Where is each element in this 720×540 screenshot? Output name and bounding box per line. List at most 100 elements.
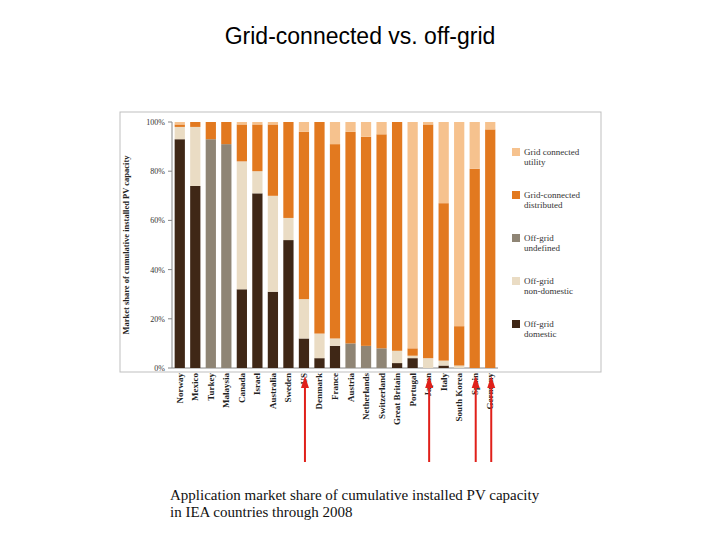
title: Grid-connected vs. off-grid bbox=[225, 23, 496, 49]
x-tick-label: Portugal bbox=[408, 373, 418, 407]
highlight-arrow-head bbox=[472, 376, 480, 388]
bar-segment bbox=[439, 366, 449, 368]
bar-segment bbox=[237, 161, 247, 289]
bar-segment bbox=[392, 363, 402, 368]
bar-segment bbox=[237, 124, 247, 161]
bar-segment bbox=[237, 122, 247, 124]
bar-segment bbox=[376, 348, 386, 368]
highlight-arrow bbox=[304, 386, 306, 462]
x-tick-label: Italy bbox=[439, 373, 449, 392]
bar-segment bbox=[283, 240, 293, 368]
bar-segment bbox=[314, 122, 324, 334]
bar-segment bbox=[221, 122, 231, 123]
bar-segment bbox=[268, 292, 278, 368]
bar-segment bbox=[190, 122, 200, 123]
y-tick-label: 0% bbox=[154, 364, 165, 373]
bar-segment bbox=[376, 134, 386, 348]
highlight-arrow-head bbox=[425, 376, 433, 388]
bar-segment bbox=[190, 127, 200, 186]
highlight-arrow-head bbox=[487, 376, 495, 388]
x-tick-label: Sweden bbox=[283, 373, 293, 403]
bar-segment bbox=[392, 122, 402, 123]
bar-segment bbox=[439, 203, 449, 360]
bar-segment bbox=[221, 122, 231, 144]
bar-segment bbox=[268, 196, 278, 292]
x-tick-label: Israel bbox=[252, 373, 262, 395]
bar-segment bbox=[206, 139, 216, 368]
bar-segment bbox=[252, 171, 262, 193]
bar-segment bbox=[454, 326, 464, 365]
bar-segment bbox=[175, 124, 185, 126]
bar-segment bbox=[283, 122, 293, 218]
bar-segment bbox=[330, 338, 340, 345]
y-tick bbox=[168, 122, 172, 123]
bar-segment bbox=[237, 289, 247, 368]
bar-segment bbox=[283, 122, 293, 123]
bar-segment bbox=[345, 122, 355, 132]
bar-segment bbox=[299, 132, 309, 299]
bar-segment bbox=[314, 358, 324, 368]
caption: Application market share of cumulative i… bbox=[170, 487, 540, 503]
bar-segment bbox=[392, 122, 402, 351]
legend-swatch bbox=[512, 277, 520, 285]
x-tick-label: Turkey bbox=[206, 373, 216, 401]
highlight-arrow-head bbox=[301, 376, 309, 388]
legend-label: Grid-connecteddistributed bbox=[524, 190, 580, 210]
legend-label: Grid connectedutility bbox=[524, 147, 580, 167]
bar-segment bbox=[345, 343, 355, 368]
legend-label-line: Off-grid bbox=[524, 276, 554, 286]
bar-segment bbox=[454, 366, 464, 368]
bar-segment bbox=[190, 186, 200, 368]
y-tick-label: 80% bbox=[150, 167, 165, 176]
bar-segment bbox=[439, 122, 449, 203]
legend-label-line: Off-grid bbox=[524, 319, 554, 329]
y-tick bbox=[168, 368, 172, 369]
x-tick-label: Australia bbox=[268, 373, 278, 410]
y-tick-label: 100% bbox=[146, 118, 165, 127]
highlight-arrow bbox=[428, 386, 430, 462]
legend-swatch bbox=[512, 191, 520, 199]
bars bbox=[175, 122, 496, 368]
y-tick-label: 20% bbox=[150, 315, 165, 324]
bar-segment bbox=[407, 356, 417, 358]
bar-segment bbox=[423, 358, 433, 368]
caption: in IEA countries through 2008 bbox=[170, 504, 352, 520]
bar-segment bbox=[190, 122, 200, 127]
bar-segment bbox=[221, 144, 231, 368]
x-tick-label: Austria bbox=[346, 373, 356, 402]
bar-segment bbox=[361, 122, 371, 137]
bar-segment bbox=[407, 358, 417, 368]
bar-segment bbox=[392, 351, 402, 363]
bar-segment bbox=[314, 334, 324, 359]
y-tick bbox=[168, 318, 172, 319]
bar-segment bbox=[376, 122, 386, 134]
bar-segment bbox=[470, 122, 480, 169]
bar-segment bbox=[345, 132, 355, 344]
bar-segment bbox=[268, 122, 278, 124]
legend-label: Off-griddomestic bbox=[524, 319, 557, 339]
bar-segment bbox=[485, 122, 495, 129]
bar-segment bbox=[407, 122, 417, 348]
x-tick-label: Malaysia bbox=[221, 373, 231, 408]
bar-segment bbox=[252, 193, 262, 368]
bar-segment bbox=[299, 122, 309, 132]
bar-segment bbox=[361, 137, 371, 346]
bar-segment bbox=[175, 122, 185, 124]
x-tick-label: Mexico bbox=[190, 373, 200, 401]
x-tick-label: Netherlands bbox=[361, 373, 371, 420]
bar-segment bbox=[423, 124, 433, 358]
bar-segment bbox=[175, 139, 185, 368]
x-tick-label: France bbox=[330, 373, 340, 400]
bar-segment bbox=[299, 338, 309, 368]
bar-segment bbox=[423, 122, 433, 124]
x-tick-label: Switzerland bbox=[377, 373, 387, 419]
y-axis bbox=[172, 122, 173, 368]
highlight-arrow bbox=[490, 386, 492, 462]
x-tick-label: Norway bbox=[175, 373, 185, 404]
y-tick bbox=[168, 171, 172, 172]
y-tick-label: 40% bbox=[150, 266, 165, 275]
legend-label: Off-gridundefined bbox=[524, 233, 560, 253]
bar-segment bbox=[299, 299, 309, 338]
bar-segment bbox=[330, 122, 340, 144]
bar-segment bbox=[330, 346, 340, 368]
